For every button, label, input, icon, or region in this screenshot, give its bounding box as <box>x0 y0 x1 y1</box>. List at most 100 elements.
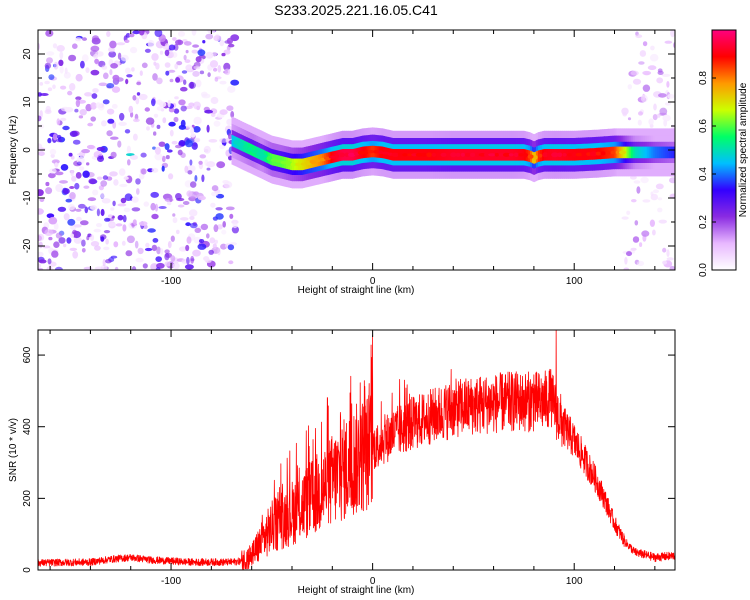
noise-blob <box>664 102 671 106</box>
noise-blob <box>183 41 192 46</box>
noise-blob <box>203 256 210 262</box>
noise-blob <box>196 105 200 111</box>
noise-blob <box>101 198 111 204</box>
carrier-peak <box>465 152 471 157</box>
carrier-peak <box>575 152 583 157</box>
noise-blob <box>46 51 55 56</box>
noise-blob <box>132 219 137 226</box>
noise-blob <box>56 45 65 52</box>
noise-blob <box>153 113 159 118</box>
noise-blob <box>50 153 55 158</box>
noise-blob <box>662 114 671 122</box>
noise-blob <box>113 179 119 186</box>
noise-blob <box>130 111 134 118</box>
noise-blob <box>69 247 78 251</box>
noise-blob <box>670 30 675 38</box>
carrier-peak <box>619 150 627 155</box>
noise-blob <box>93 228 102 233</box>
noise-blob <box>116 42 126 46</box>
carrier-peak <box>533 155 538 160</box>
noise-blob <box>189 216 195 220</box>
noise-blob <box>100 236 105 242</box>
noise-blob <box>123 207 131 213</box>
carrier-band-segment <box>628 146 632 159</box>
noise-blob <box>54 266 63 270</box>
noise-blob <box>53 241 60 248</box>
y-tick-label: 200 <box>22 490 33 507</box>
noise-blob <box>84 206 89 214</box>
noise-blob <box>217 65 222 73</box>
noise-blob <box>126 74 133 78</box>
noise-blob <box>227 244 235 251</box>
noise-blob <box>55 232 63 239</box>
noise-blob <box>63 213 70 221</box>
noise-blob <box>48 236 53 241</box>
noise-blob <box>53 61 59 70</box>
y-tick-label: 0 <box>22 567 33 573</box>
noise-blob <box>219 80 227 85</box>
noise-blob <box>650 193 658 201</box>
noise-blob <box>108 51 117 58</box>
noise-blob <box>121 240 126 246</box>
noise-blob <box>632 78 642 85</box>
noise-blob <box>188 209 198 217</box>
colorbar-ticks: 0.0 0.2 0.4 0.6 0.8 <box>698 71 716 277</box>
carrier-peak <box>435 152 442 157</box>
noise-blob <box>146 126 150 131</box>
noise-blob <box>91 35 100 42</box>
noise-blob <box>89 205 97 210</box>
x-tick-label: -100 <box>161 276 181 287</box>
carrier-band-segment <box>658 146 662 159</box>
carrier-peak <box>523 153 529 158</box>
noise-blob <box>159 248 164 255</box>
noise-blob <box>107 214 113 218</box>
noise-blob <box>204 109 214 114</box>
carrier-peak <box>586 152 592 157</box>
noise-blob <box>66 237 72 244</box>
noise-blob <box>164 49 170 57</box>
noise-blob <box>215 207 223 211</box>
carrier-peak <box>415 152 424 157</box>
noise-blob <box>181 70 188 74</box>
carrier-peak <box>484 152 491 158</box>
noise-blob <box>202 40 206 44</box>
noise-blob <box>152 146 156 150</box>
noise-blob <box>184 165 189 173</box>
noise-blob <box>156 106 163 111</box>
noise-blob <box>112 200 116 207</box>
carrier-peak <box>421 152 427 157</box>
noise-blob <box>90 241 100 247</box>
noise-blob <box>228 133 233 140</box>
noise-blob <box>86 144 95 150</box>
noise-blob <box>48 216 58 225</box>
noise-blob <box>223 49 231 55</box>
noise-blob <box>75 172 82 179</box>
noise-blob <box>144 247 153 252</box>
carrier-band-segment <box>660 146 664 159</box>
noise-blob <box>70 233 74 238</box>
carrier-peak <box>542 152 548 158</box>
noise-blob <box>90 116 96 122</box>
carrier-band-segment <box>664 146 668 159</box>
noise-blob <box>150 202 156 211</box>
noise-blob <box>119 183 128 188</box>
noise-blob <box>172 213 176 217</box>
noise-blob <box>81 239 86 247</box>
noise-blob <box>88 178 97 185</box>
carrier-peak <box>488 153 496 157</box>
noise-blob <box>172 262 180 270</box>
noise-blob <box>101 65 108 70</box>
carrier-band-segment <box>626 146 629 159</box>
noise-blob <box>80 60 85 69</box>
noise-blob <box>69 186 75 189</box>
carrier-peak <box>344 152 349 158</box>
noise-blob <box>206 233 210 239</box>
noise-blob <box>68 204 76 211</box>
snr-panel: -100 0 100 0 200 400 600 Height of straight li… <box>8 329 676 596</box>
carrier-band-segment <box>652 146 656 159</box>
noise-blob <box>144 107 150 112</box>
noise-blob <box>38 151 45 157</box>
carrier-peak <box>518 153 524 157</box>
